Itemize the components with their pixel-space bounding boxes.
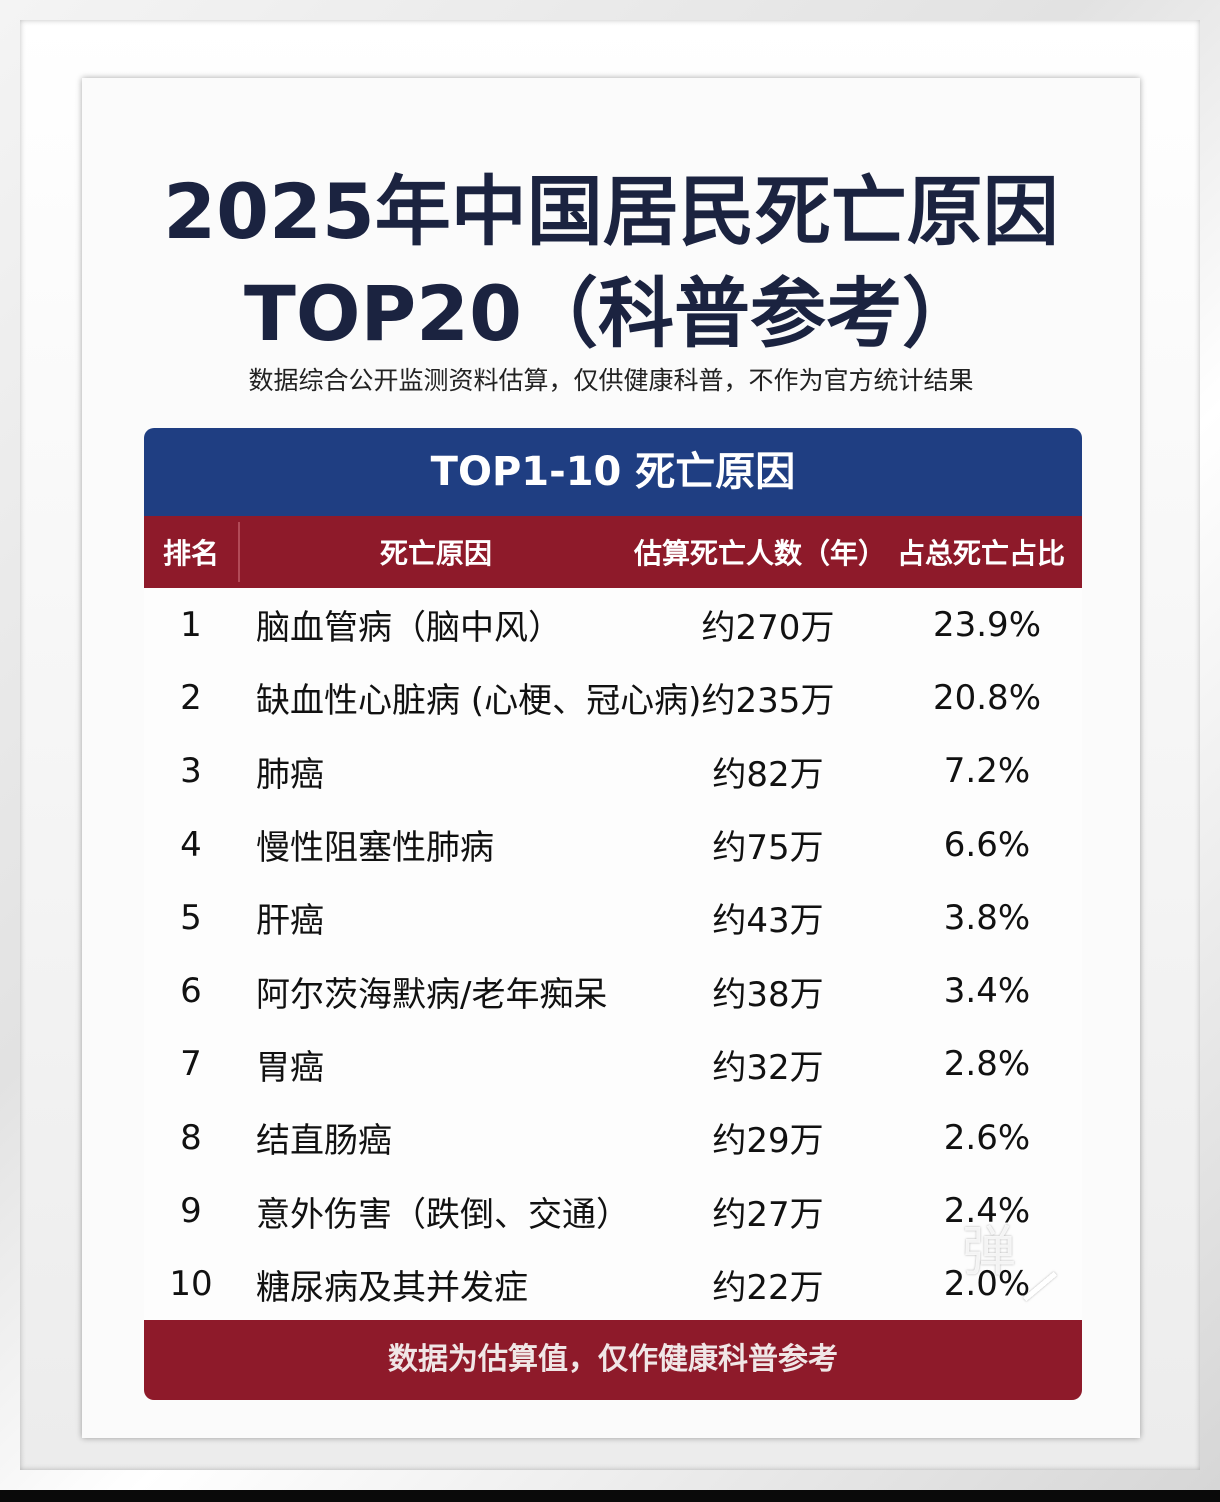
table-body: 1 脑血管病（脑中风） 约270万 23.9% 2 缺血性心脏病 (心梗、冠心病) 约235… — [144, 588, 1082, 1321]
watermark-icon: 弹 — [962, 1222, 1062, 1322]
deaths-cell: 约32万 — [712, 1047, 824, 1088]
poster-title-line2: TOP20（科普参考） — [244, 269, 978, 358]
share-cell: 2.0% — [943, 1264, 1031, 1305]
column-divider — [238, 522, 240, 582]
cause-cell: 慢性阻塞性肺病 — [256, 828, 494, 869]
deaths-cell: 约27万 — [712, 1194, 824, 1235]
column-header-deaths: 估算死亡人数（年） — [634, 537, 887, 570]
frame-bottom-edge — [0, 1490, 1220, 1502]
table-row: 6 阿尔茨海默病/老年痴呆 约38万 3.4% — [144, 954, 1082, 1027]
share-cell: 23.9% — [932, 604, 1041, 645]
deaths-cell: 约43万 — [712, 901, 824, 942]
table-row: 7 胃癌 约32万 2.8% — [144, 1028, 1082, 1101]
share-cell: 20.8% — [932, 677, 1041, 718]
rank-cell: 1 — [180, 604, 202, 645]
deaths-cell: 约22万 — [712, 1267, 824, 1308]
cause-cell: 缺血性心脏病 (心梗、冠心病) — [256, 681, 702, 722]
rank-cell: 7 — [180, 1044, 202, 1085]
deaths-cell: 约235万 — [701, 681, 835, 722]
deaths-cell: 约75万 — [712, 828, 824, 869]
table-row: 4 慢性阻塞性肺病 约75万 6.6% — [144, 808, 1082, 881]
poster-subtitle: 数据综合公开监测资料估算，仅供健康科普，不作为官方统计结果 — [248, 366, 974, 395]
share-cell: 6.6% — [943, 824, 1031, 865]
table-row: 2 缺血性心脏病 (心梗、冠心病) 约235万 20.8% — [144, 661, 1082, 734]
poster: 2025年中国居民死亡原因 TOP20（科普参考） 数据综合公开监测资料估算，仅… — [82, 78, 1140, 1438]
table-row: 3 肺癌 约82万 7.2% — [144, 735, 1082, 808]
rank-cell: 3 — [180, 751, 202, 792]
watermark-slash — [1023, 1271, 1057, 1302]
cause-cell: 肺癌 — [256, 754, 324, 795]
table-row: 9 意外伤害（跌倒、交通） 约27万 2.4% — [144, 1174, 1082, 1247]
rank-cell: 4 — [180, 824, 202, 865]
table-row: 10 糖尿病及其并发症 约22万 2.0% — [144, 1248, 1082, 1321]
rank-cell: 8 — [180, 1117, 202, 1158]
cause-cell: 意外伤害（跌倒、交通） — [256, 1194, 630, 1235]
column-header-row: 排名 死亡原因 估算死亡人数（年） 占总死亡占比 — [144, 516, 1082, 588]
share-cell: 2.8% — [943, 1044, 1031, 1085]
death-causes-table: TOP1-10 死亡原因 排名 死亡原因 估算死亡人数（年） 占总死亡占比 1 脑… — [144, 428, 1082, 1400]
cause-cell: 胃癌 — [256, 1047, 324, 1088]
column-header-rank: 排名 — [162, 537, 219, 570]
rank-cell: 5 — [180, 897, 202, 938]
share-cell: 3.8% — [943, 897, 1031, 938]
cause-cell: 阿尔茨海默病/老年痴呆 — [256, 974, 608, 1015]
column-header-cause: 死亡原因 — [379, 537, 492, 570]
share-cell: 2.4% — [943, 1191, 1031, 1232]
rank-cell: 6 — [180, 971, 202, 1012]
cause-cell: 脑血管病（脑中风） — [256, 608, 562, 649]
table-row: 8 结直肠癌 约29万 2.6% — [144, 1101, 1082, 1174]
cause-cell: 肝癌 — [256, 901, 324, 942]
watermark-text: 弹 — [962, 1220, 1016, 1283]
cause-cell: 结直肠癌 — [256, 1121, 392, 1162]
poster-title-line1: 2025年中国居民死亡原因 — [163, 167, 1059, 256]
table-row: 5 肝癌 约43万 3.8% — [144, 881, 1082, 954]
table-heading: TOP1-10 死亡原因 — [144, 428, 1082, 516]
deaths-cell: 约82万 — [712, 754, 824, 795]
share-cell: 7.2% — [943, 751, 1031, 792]
cause-cell: 糖尿病及其并发症 — [256, 1267, 528, 1308]
column-header-share: 占总死亡占比 — [896, 537, 1065, 570]
deaths-cell: 约29万 — [712, 1121, 824, 1162]
table-footer-note: 数据为估算值，仅作健康科普参考 — [144, 1320, 1082, 1400]
rank-cell: 10 — [169, 1264, 213, 1305]
deaths-cell: 约270万 — [701, 608, 835, 649]
table-row: 1 脑血管病（脑中风） 约270万 23.9% — [144, 588, 1082, 661]
deaths-cell: 约38万 — [712, 974, 824, 1015]
share-cell: 3.4% — [943, 971, 1031, 1012]
rank-cell: 2 — [180, 677, 202, 718]
rank-cell: 9 — [180, 1191, 202, 1232]
share-cell: 2.6% — [943, 1117, 1031, 1158]
